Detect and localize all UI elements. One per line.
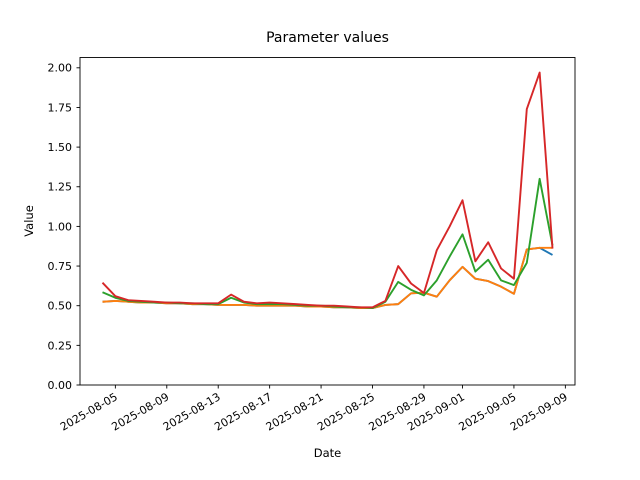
y-tick-label: 0.75 [48, 260, 73, 273]
axes-spines [79, 57, 576, 386]
x-tick-label: 2025-09-05 [457, 390, 519, 433]
y-tick-label: 0.00 [48, 379, 73, 392]
x-tick-label: 2025-08-25 [315, 390, 377, 433]
x-tick-label: 2025-08-09 [109, 390, 171, 433]
y-tick-label: 1.50 [48, 141, 73, 154]
x-tick-label: 2025-08-05 [58, 390, 120, 433]
y-tick-label: 0.25 [48, 339, 73, 352]
series-orange-line [102, 246, 553, 310]
x-tick-label: 2025-09-09 [508, 390, 570, 433]
y-axis-label: Value [22, 205, 36, 237]
chart-title: Parameter values [266, 30, 389, 46]
y-tick-label: 1.25 [48, 181, 73, 194]
series-green-line [102, 177, 554, 310]
y-tick-label: 0.50 [48, 300, 73, 313]
x-tick-label: 2025-08-13 [161, 390, 223, 433]
x-tick-label: 2025-08-21 [264, 390, 326, 433]
y-tick-label: 2.00 [48, 62, 73, 75]
series-blue-line [102, 246, 553, 310]
y-tick-label: 1.75 [48, 101, 73, 114]
y-tick-label: 1.00 [48, 220, 73, 233]
series-red-line [101, 71, 554, 309]
x-axis-label: Date [313, 446, 342, 460]
x-tick-label: 2025-08-17 [212, 390, 274, 433]
